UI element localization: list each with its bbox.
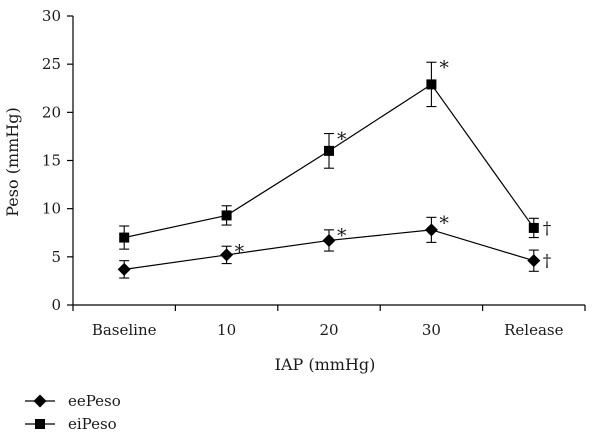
x-axis-title: IAP (mmHg) (275, 355, 376, 374)
data-point (117, 262, 131, 276)
legend-marker (35, 419, 45, 429)
data-point (322, 233, 336, 247)
legend-label: eePeso (68, 392, 121, 410)
y-tick-label: 25 (42, 55, 61, 73)
dagger-annotation: † (543, 219, 552, 239)
y-tick-label: 5 (51, 248, 61, 266)
y-tick-label: 0 (51, 296, 61, 314)
data-point (426, 79, 437, 90)
significance-asterisk: * (439, 57, 449, 79)
y-tick-label: 10 (42, 200, 61, 218)
significance-asterisk: * (235, 241, 245, 263)
y-tick-label: 15 (42, 152, 61, 170)
x-tick-label: Baseline (92, 321, 157, 339)
significance-asterisk: * (337, 225, 347, 247)
data-point (119, 232, 130, 243)
data-point (527, 254, 541, 268)
x-tick-label: 20 (319, 321, 338, 339)
plot-area: * * * † * * † (117, 57, 552, 279)
legend-label: eiPeso (68, 415, 117, 433)
data-point (220, 248, 234, 262)
x-tick-label: 10 (217, 321, 236, 339)
x-tick-label: 30 (422, 321, 441, 339)
legend: eePeso eiPeso (25, 392, 121, 433)
dagger-annotation: † (543, 252, 552, 272)
data-point (424, 223, 438, 237)
series-eePeso: * * * † (117, 212, 552, 279)
significance-asterisk: * (439, 212, 449, 234)
data-point (528, 222, 539, 233)
y-axis: 0 5 10 15 20 25 30 (42, 7, 74, 314)
x-tick-label: Release (504, 321, 563, 339)
x-axis: Baseline 10 20 30 Release (72, 304, 586, 339)
significance-asterisk: * (337, 129, 347, 151)
data-point (221, 210, 232, 221)
data-point (324, 145, 334, 156)
y-axis-title: Peso (mmHg) (3, 107, 22, 216)
y-tick-label: 30 (42, 7, 61, 25)
series-eiPeso: * * † (119, 57, 552, 250)
y-tick-label: 20 (42, 103, 61, 121)
legend-marker (33, 394, 47, 408)
